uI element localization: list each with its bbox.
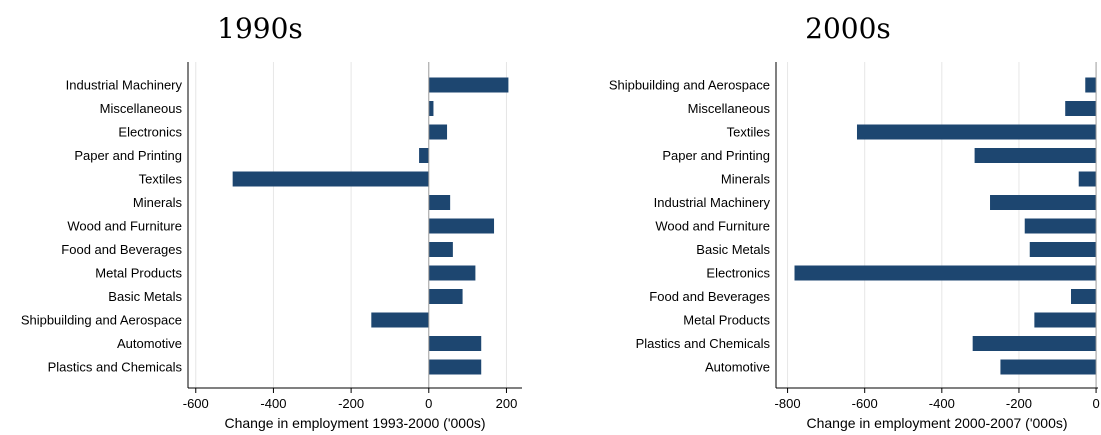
bar	[428, 218, 495, 234]
category-label: Automotive	[705, 360, 770, 375]
x-axis-label: Change in employment 1993-2000 ('000s)	[224, 415, 485, 431]
bar	[1078, 171, 1097, 187]
category-label: Wood and Furniture	[67, 219, 182, 234]
category-label: Food and Beverages	[649, 289, 770, 304]
category-label: Shipbuilding and Aerospace	[609, 78, 770, 93]
bar	[1034, 312, 1097, 328]
chart-title: 1990s	[217, 12, 303, 45]
bar	[428, 242, 453, 257]
category-label: Automotive	[117, 336, 182, 351]
bar	[428, 195, 451, 210]
category-label: Electronics	[706, 266, 770, 281]
bar	[794, 265, 1097, 281]
bar	[428, 77, 509, 93]
x-tick-label: -600	[183, 396, 209, 411]
x-tick-label: 0	[425, 396, 432, 411]
category-label: Paper and Printing	[74, 148, 182, 163]
bar	[1085, 77, 1097, 93]
bar	[1029, 242, 1097, 257]
bar	[972, 336, 1097, 351]
category-label: Food and Beverages	[61, 242, 182, 257]
bar	[428, 124, 448, 140]
category-label: Industrial Machinery	[66, 78, 183, 93]
bar	[1000, 359, 1097, 375]
chart-panel-1990s: 1990s Industrial Machinery Miscellaneous El…	[21, 12, 522, 431]
x-tick-label: 200	[496, 396, 518, 411]
bar	[1024, 218, 1097, 234]
category-label: Plastics and Chemicals	[636, 336, 771, 351]
bar	[419, 148, 429, 163]
category-label: Textiles	[139, 172, 183, 187]
bar	[974, 148, 1097, 163]
x-tick-label: -400	[929, 396, 955, 411]
category-label: Miscellaneous	[100, 101, 183, 116]
x-tick-label: 0	[1092, 396, 1099, 411]
category-label: Metal Products	[683, 313, 770, 328]
bar	[428, 289, 463, 304]
category-label: Paper and Printing	[662, 148, 770, 163]
category-label: Minerals	[133, 195, 183, 210]
category-label: Shipbuilding and Aerospace	[21, 313, 182, 328]
category-label: Wood and Furniture	[655, 219, 770, 234]
x-tick-label: -200	[338, 396, 364, 411]
x-tick-label: -200	[1006, 396, 1032, 411]
category-label: Plastics and Chemicals	[48, 360, 183, 375]
category-label: Miscellaneous	[688, 101, 771, 116]
category-label: Basic Metals	[108, 289, 182, 304]
category-label: Electronics	[118, 125, 182, 140]
bar	[1071, 289, 1097, 304]
x-tick-label: -600	[852, 396, 878, 411]
chart-title: 2000s	[805, 12, 891, 45]
x-tick-label: -800	[775, 396, 801, 411]
bar	[1065, 101, 1097, 116]
bar	[232, 171, 429, 187]
category-label: Metal Products	[95, 266, 182, 281]
bar	[371, 312, 429, 328]
bar	[856, 124, 1097, 140]
bar	[428, 359, 482, 375]
category-label: Basic Metals	[696, 242, 770, 257]
category-label: Industrial Machinery	[654, 195, 771, 210]
chart-panel-2000s: 2000s Shipbuilding and Aerospace Miscellan…	[609, 12, 1100, 431]
bar	[428, 336, 482, 351]
x-axis-label: Change in employment 2000-2007 ('000s)	[806, 415, 1067, 431]
bar	[428, 265, 476, 281]
bar	[428, 101, 434, 116]
category-label: Minerals	[721, 172, 771, 187]
x-tick-label: -400	[260, 396, 286, 411]
category-label: Textiles	[727, 125, 771, 140]
bar	[990, 195, 1097, 210]
